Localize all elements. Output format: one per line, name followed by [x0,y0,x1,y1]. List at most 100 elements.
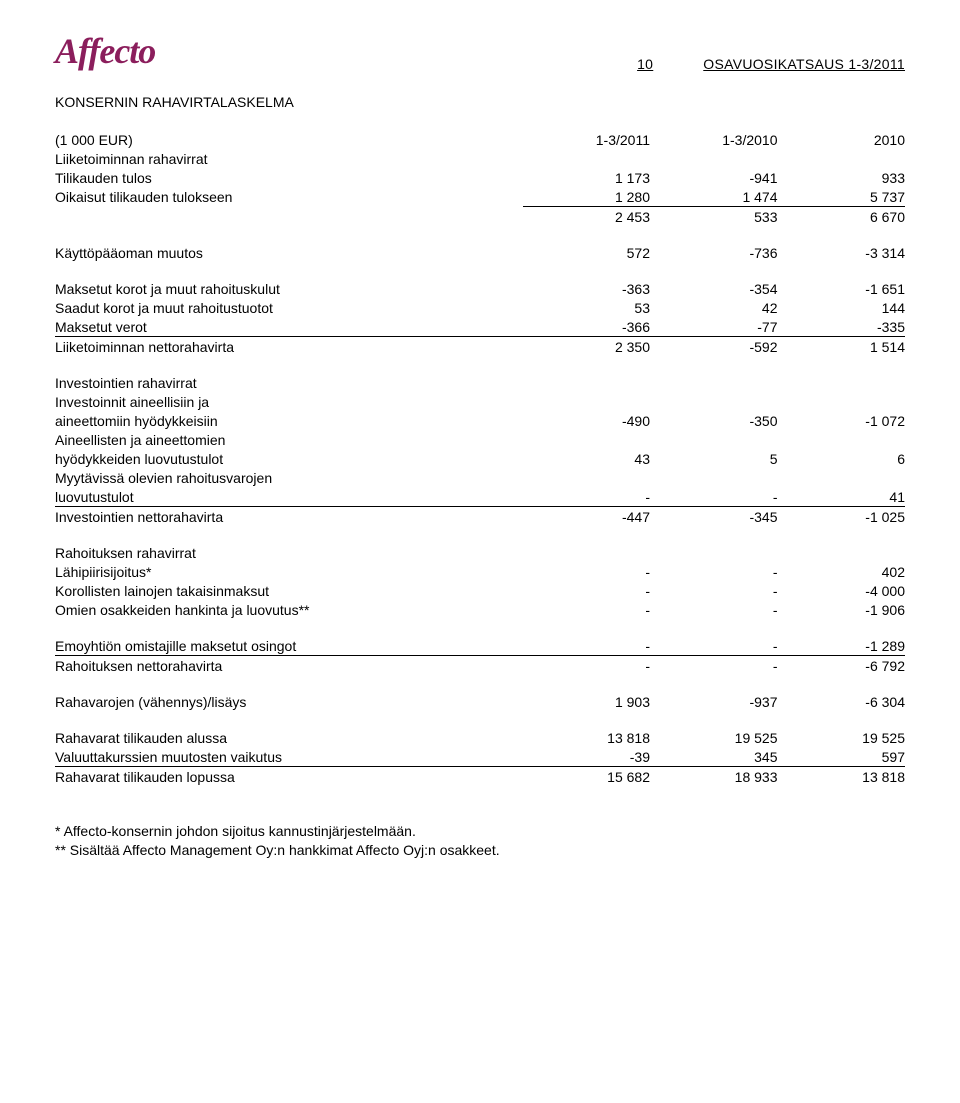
row-value: - [523,581,651,600]
row-value: 13 818 [778,767,906,787]
spacer-cell [55,675,905,692]
row-value [523,468,651,487]
row-label: aineettomiin hyödykkeisiin [55,411,523,430]
table-row: Oikaisut tilikauden tulokseen1 2801 4745… [55,187,905,207]
row-value [523,373,651,392]
row-label: Tilikauden tulos [55,168,523,187]
row-value [778,373,906,392]
row-label: Saadut korot ja muut rahoitustuotot [55,298,523,317]
row-label: Rahoituksen rahavirrat [55,543,523,562]
row-value: -736 [650,243,778,262]
row-value: -937 [650,692,778,711]
row-value: 1 474 [650,187,778,207]
table-row [55,711,905,728]
row-value: - [523,562,651,581]
table-row: Investointien rahavirrat [55,373,905,392]
row-label: Emoyhtiön omistajille maksetut osingot [55,636,523,656]
row-value: 41 [778,487,906,507]
row-value: 19 525 [650,728,778,747]
row-value: 1 173 [523,168,651,187]
row-value: 2 453 [523,207,651,227]
table-row: 2 4535336 670 [55,207,905,227]
table-row: Rahoituksen rahavirrat [55,543,905,562]
col-header-c1: 1-3/2011 [523,130,651,149]
row-value: - [650,636,778,656]
row-value: 43 [523,449,651,468]
cashflow-table: (1 000 EUR) 1-3/2011 1-3/2010 2010 Liike… [55,130,905,786]
table-row: Myytävissä olevien rahoitusvarojen [55,468,905,487]
table-row: Saadut korot ja muut rahoitustuotot53421… [55,298,905,317]
row-value: -345 [650,507,778,527]
table-row [55,356,905,373]
table-row: Rahavarat tilikauden lopussa15 68218 933… [55,767,905,787]
table-row: Investoinnit aineellisiin ja [55,392,905,411]
row-value: -350 [650,411,778,430]
row-value: 6 670 [778,207,906,227]
row-value [650,468,778,487]
row-value: 6 [778,449,906,468]
table-row: Rahoituksen nettorahavirta---6 792 [55,656,905,676]
row-value: - [523,487,651,507]
row-value: 1 280 [523,187,651,207]
row-value: -941 [650,168,778,187]
row-value [778,468,906,487]
table-row: Liiketoiminnan rahavirrat [55,149,905,168]
row-value: - [650,581,778,600]
row-label: Valuuttakurssien muutosten vaikutus [55,747,523,767]
row-value [523,543,651,562]
table-body: Liiketoiminnan rahavirratTilikauden tulo… [55,149,905,786]
row-value: 144 [778,298,906,317]
row-value: 19 525 [778,728,906,747]
report-title: OSAVUOSIKATSAUS 1-3/2011 [703,56,905,72]
row-value: -366 [523,317,651,337]
col-header-c2: 1-3/2010 [650,130,778,149]
row-value [650,373,778,392]
table-row: Käyttöpääoman muutos572-736-3 314 [55,243,905,262]
row-value: 53 [523,298,651,317]
table-row: Korollisten lainojen takaisinmaksut---4 … [55,581,905,600]
row-value: 2 350 [523,337,651,357]
table-row: Lähipiirisijoitus*--402 [55,562,905,581]
row-value: -77 [650,317,778,337]
row-label: Maksetut korot ja muut rahoituskulut [55,279,523,298]
table-row: luovutustulot--41 [55,487,905,507]
table-row: Tilikauden tulos1 173-941933 [55,168,905,187]
row-value [650,392,778,411]
row-value [523,430,651,449]
table-row: hyödykkeiden luovutustulot4356 [55,449,905,468]
row-value: 5 [650,449,778,468]
row-label: hyödykkeiden luovutustulot [55,449,523,468]
row-label: Myytävissä olevien rahoitusvarojen [55,468,523,487]
row-label: Lähipiirisijoitus* [55,562,523,581]
row-value: 15 682 [523,767,651,787]
row-value: - [650,562,778,581]
row-label: luovutustulot [55,487,523,507]
row-value [523,149,651,168]
table-row: Emoyhtiön omistajille maksetut osingot--… [55,636,905,656]
row-value [650,430,778,449]
row-label: Liiketoiminnan nettorahavirta [55,337,523,357]
row-label: Aineellisten ja aineettomien [55,430,523,449]
row-label: Käyttöpääoman muutos [55,243,523,262]
spacer-cell [55,262,905,279]
row-value: - [523,636,651,656]
row-value: -354 [650,279,778,298]
row-value: -1 072 [778,411,906,430]
page-number: 10 [637,56,653,72]
row-value: 1 514 [778,337,906,357]
table-row [55,526,905,543]
spacer-cell [55,526,905,543]
row-value: 597 [778,747,906,767]
row-value [778,430,906,449]
row-value: -1 289 [778,636,906,656]
row-label: Investointien rahavirrat [55,373,523,392]
spacer-cell [55,226,905,243]
row-value: 345 [650,747,778,767]
row-value: -592 [650,337,778,357]
row-value: -3 314 [778,243,906,262]
table-header-row: (1 000 EUR) 1-3/2011 1-3/2010 2010 [55,130,905,149]
row-label [55,207,523,227]
spacer-cell [55,356,905,373]
table-row: Maksetut verot-366-77-335 [55,317,905,337]
row-label: Omien osakkeiden hankinta ja luovutus** [55,600,523,619]
